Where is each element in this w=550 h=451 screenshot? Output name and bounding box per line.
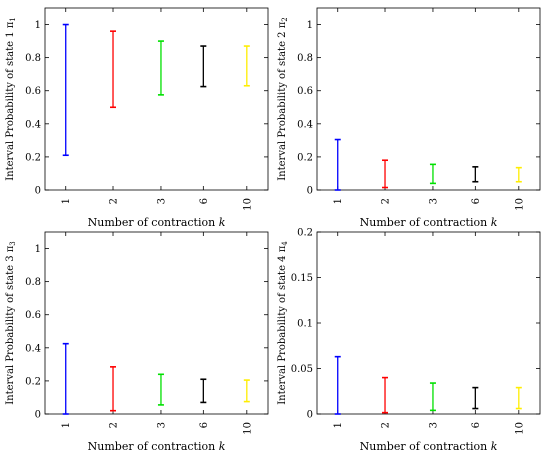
x-axis-label: Number of contraction k	[88, 440, 226, 451]
y-axis-label: Interval Probability of state 2 π2	[277, 17, 289, 181]
x-tick-label: 6	[471, 422, 482, 428]
y-axis-label: Interval Probability of state 1 π1	[5, 17, 17, 181]
x-tick-label: 1	[333, 422, 344, 428]
interval-10	[515, 386, 522, 410]
y-tick-label: 0.8	[297, 53, 313, 64]
chart-panel-4: 0 0.05 0.1 0.15 0.2 1 2 3 6 10 Number of contracti…	[277, 228, 541, 451]
interval-1	[334, 355, 341, 415]
x-tick-label: 6	[471, 198, 482, 204]
chart-panel-3: 0 0.2 0.4 0.6 0.8 1 1 2 3 6 10 Number of contractio…	[5, 231, 269, 451]
interval-3	[157, 373, 164, 406]
y-tick-label: 1	[307, 20, 313, 31]
y-tick-label: 0.2	[297, 152, 313, 163]
y-tick-label: 0	[307, 186, 313, 197]
y-tick-label: 0.15	[291, 273, 313, 284]
y-tick-label: 0	[35, 410, 41, 421]
x-axis-label: Number of contraction k	[360, 440, 498, 451]
interval-3	[429, 163, 436, 185]
interval-1	[62, 23, 69, 157]
plot-frame	[44, 231, 269, 415]
interval-6	[472, 386, 479, 410]
y-tick-label: 0.05	[291, 364, 313, 375]
x-tick-label: 2	[109, 198, 120, 204]
x-tick-label: 6	[199, 198, 210, 204]
interval-3	[157, 40, 164, 96]
y-tick-label: 0.2	[25, 376, 41, 387]
interval-1	[334, 138, 341, 191]
plot-frame	[316, 7, 541, 191]
x-tick-label: 3	[156, 422, 167, 428]
y-axis-label: Interval Probability of state 4 π4	[277, 241, 289, 405]
x-tick-label: 1	[61, 422, 72, 428]
x-axis-label: Number of contraction k	[88, 216, 226, 229]
interval-2	[110, 30, 117, 109]
interval-10	[243, 379, 250, 403]
x-tick-label: 3	[156, 198, 167, 204]
x-tick-label: 10	[242, 422, 253, 435]
x-tick-label: 3	[428, 198, 439, 204]
y-tick-label: 0.8	[25, 277, 41, 288]
x-tick-label: 2	[381, 198, 392, 204]
plot-frame	[316, 231, 541, 415]
y-tick-label: 0.6	[25, 310, 41, 321]
x-tick-label: 1	[61, 198, 72, 204]
y-tick-label: 1	[35, 244, 41, 255]
interval-2	[110, 366, 117, 412]
y-tick-label: 0	[35, 186, 41, 197]
x-tick-label: 10	[514, 198, 525, 211]
interval-1	[62, 342, 69, 415]
y-tick-label: 0.8	[25, 53, 41, 64]
y-axis-label: Interval Probability of state 3 π3	[5, 241, 17, 405]
interval-6	[200, 45, 207, 88]
chart-panel-2: 0 0.2 0.4 0.6 0.8 1 1 2 3 6 10 Number of contractio…	[277, 7, 541, 229]
y-tick-label: 0.4	[297, 119, 313, 130]
interval-2	[382, 159, 389, 189]
interval-6	[472, 166, 479, 183]
x-axis-label: Number of contraction k	[360, 216, 498, 229]
y-tick-label: 0.4	[25, 343, 41, 354]
x-tick-label: 3	[428, 422, 439, 428]
y-tick-label: 0.2	[25, 152, 41, 163]
interval-10	[515, 166, 522, 183]
interval-6	[200, 378, 207, 404]
y-tick-label: 0.6	[25, 86, 41, 97]
interval-3	[429, 382, 436, 412]
y-tick-label: 0.2	[297, 228, 313, 239]
y-tick-label: 1	[35, 20, 41, 31]
y-tick-label: 0.4	[25, 119, 41, 130]
x-tick-label: 2	[381, 422, 392, 428]
interval-2	[382, 376, 389, 414]
x-tick-label: 10	[514, 422, 525, 435]
chart-panel-1: 0 0.2 0.4 0.6 0.8 1 1 2 3 6 10 Number of contractio…	[5, 7, 269, 229]
x-tick-label: 2	[109, 422, 120, 428]
y-tick-label: 0.1	[297, 319, 313, 330]
interval-10	[243, 45, 250, 87]
x-tick-label: 6	[199, 422, 210, 428]
x-tick-label: 1	[333, 198, 344, 204]
plot-frame	[44, 7, 269, 191]
y-tick-label: 0.6	[297, 86, 313, 97]
y-tick-label: 0	[307, 410, 313, 421]
x-tick-label: 10	[242, 198, 253, 211]
